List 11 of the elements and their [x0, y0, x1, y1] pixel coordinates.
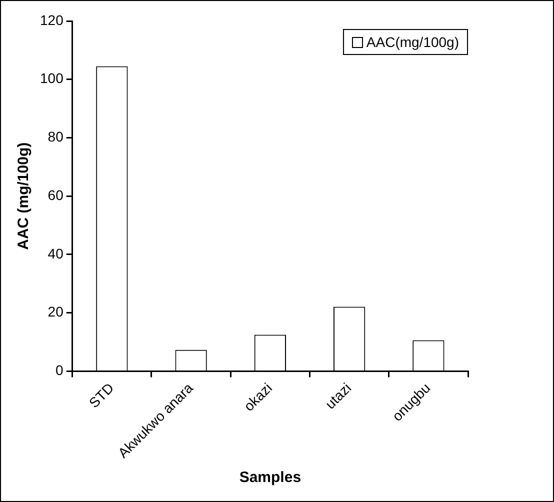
y-tick-label: 20: [48, 304, 64, 320]
y-tick-label: 0: [56, 362, 64, 378]
text: AAC(mg/100g): [366, 34, 459, 50]
y-tick-label: 40: [48, 245, 64, 262]
y-tick-label: 60: [48, 186, 64, 203]
y-tick-label: 100: [40, 70, 64, 86]
x-axis-title: Samples: [239, 469, 302, 486]
x-tick-label: STD: [86, 380, 117, 411]
y-axis-title: AAC (mg/100g): [15, 142, 32, 250]
y-tick-label: 80: [48, 128, 64, 145]
y-tick-label: 120: [40, 12, 64, 28]
